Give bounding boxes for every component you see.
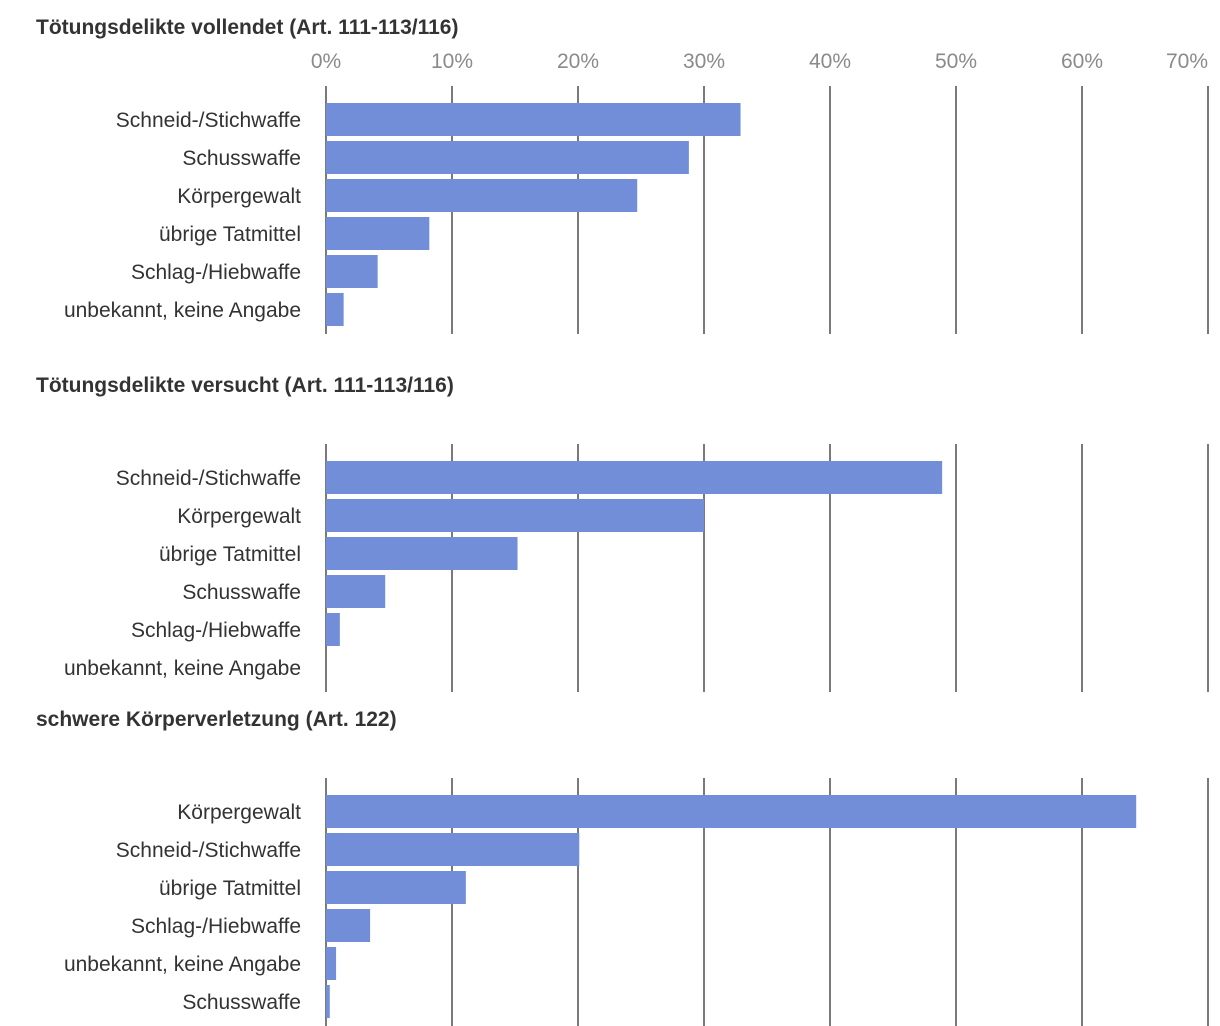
category-label: Schusswaffe [182,991,301,1014]
bar [326,833,580,866]
panels: Tötungsdelikte vollendet (Art. 111-113/1… [36,16,1137,1018]
category-label: Körpergewalt [177,801,301,824]
bar [326,871,466,904]
category-label: Schlag-/Hiebwaffe [131,619,301,642]
bar [326,103,741,136]
panel-2: Tötungsdelikte versucht (Art. 111-113/11… [36,374,943,680]
x-tick-label: 50% [935,50,977,73]
category-label: unbekannt, keine Angabe [64,299,301,322]
x-tick-label: 70% [1166,50,1208,73]
category-label: unbekannt, keine Angabe [64,953,301,976]
bar [326,461,943,494]
bar [326,217,430,250]
x-tick-label: 60% [1061,50,1103,73]
category-label: Schneid-/Stichwaffe [116,839,301,862]
panel-title: Tötungsdelikte vollendet (Art. 111-113/1… [36,16,458,39]
bar [326,985,330,1018]
bar [326,613,340,646]
x-tick-label: 40% [809,50,851,73]
category-label: übrige Tatmittel [159,223,301,246]
bar [326,947,337,980]
panel-1: Tötungsdelikte vollendet (Art. 111-113/1… [36,16,741,326]
x-tick-label: 20% [557,50,599,73]
panel-title: Tötungsdelikte versucht (Art. 111-113/11… [36,374,454,397]
bar [326,537,518,570]
x-tick-label: 0% [311,50,341,73]
category-label: Schneid-/Stichwaffe [116,109,301,132]
x-tick-label: 10% [431,50,473,73]
category-label: Schlag-/Hiebwaffe [131,261,301,284]
category-label: unbekannt, keine Angabe [64,657,301,680]
category-label: Schusswaffe [182,147,301,170]
x-tick-label: 30% [683,50,725,73]
category-label: Schusswaffe [182,581,301,604]
category-label: übrige Tatmittel [159,877,301,900]
bar [326,575,386,608]
panel-title: schwere Körperverletzung (Art. 122) [36,708,397,731]
bar [326,795,1137,828]
bar [326,909,371,942]
category-label: Körpergewalt [177,185,301,208]
x-axis-ticks: 0% 10% 20% 30% 40% 50% 60% 70% [311,50,1208,73]
category-label: Körpergewalt [177,505,301,528]
bar [326,255,378,288]
category-label: Schneid-/Stichwaffe [116,467,301,490]
bar [326,141,689,174]
category-label: übrige Tatmittel [159,543,301,566]
bar [326,499,704,532]
bar [326,179,638,212]
bar [326,293,344,326]
category-label: Schlag-/Hiebwaffe [131,915,301,938]
panel-3: schwere Körperverletzung (Art. 122) Körpe… [36,708,1137,1018]
